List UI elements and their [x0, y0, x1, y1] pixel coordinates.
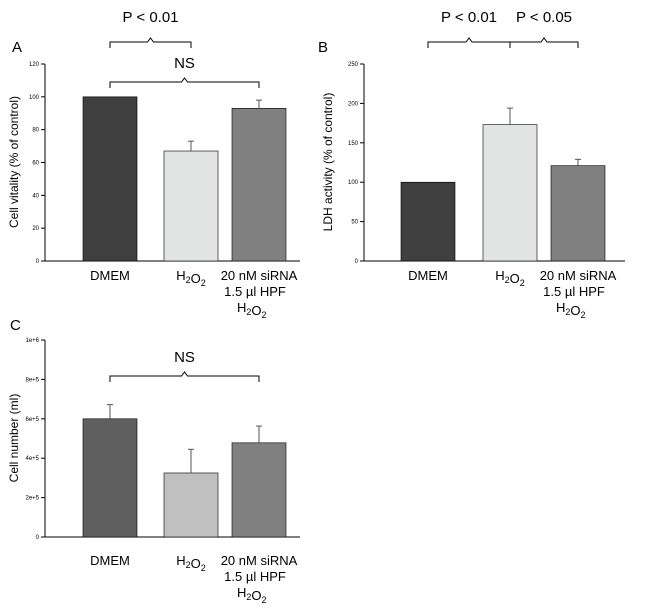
- bar: [82, 418, 138, 538]
- x-category-sublabel: H2O2: [556, 300, 586, 320]
- x-category-sublabel: 1.5 µl HPF: [224, 569, 286, 584]
- x-category-label: 20 nM siRNA: [221, 553, 298, 568]
- bar: [163, 150, 219, 262]
- x-category-label: DMEM: [90, 268, 130, 283]
- x-category-label: 20 nM siRNA: [221, 268, 298, 283]
- y-tick-label: 4e+5: [25, 456, 39, 462]
- bar: [550, 165, 606, 262]
- y-tick-label: 20: [32, 226, 39, 232]
- x-category-label: DMEM: [90, 553, 130, 568]
- significance-label: P < 0.05: [516, 9, 572, 26]
- x-category-label: H2O2: [495, 268, 525, 288]
- significance-label: P < 0.01: [441, 9, 497, 26]
- y-tick-label: 100: [348, 180, 359, 186]
- bar: [163, 472, 219, 538]
- y-tick-label: 0: [36, 535, 40, 541]
- y-axis-label: LDH activity (% of control): [321, 93, 335, 232]
- significance-bracket: [509, 37, 579, 48]
- significance-label: P < 0.01: [122, 9, 178, 26]
- x-category-sublabel: 1.5 µl HPF: [224, 284, 286, 299]
- significance-bracket: [109, 371, 260, 382]
- panel-c: C Cell number (ml) 0 2e+5 4e+5 6e+5 8e+5 1e+6 DM…: [7, 317, 300, 605]
- y-tick-label: 6e+5: [25, 417, 39, 423]
- x-category-label: H2O2: [176, 268, 206, 288]
- x-category-sublabel: H2O2: [237, 300, 267, 320]
- x-category-label: H2O2: [176, 553, 206, 573]
- y-tick-label: 2e+5: [25, 496, 39, 502]
- bar: [400, 181, 456, 262]
- panel-b: B LDH activity (% of control) 0 50 100 150 200…: [318, 9, 625, 320]
- y-tick-label: 0: [355, 259, 359, 265]
- x-category-label: DMEM: [408, 268, 448, 283]
- panel-letter: B: [318, 39, 328, 56]
- y-tick-label: 8e+5: [25, 377, 39, 383]
- bar: [231, 108, 287, 262]
- y-tick-label: 200: [348, 101, 359, 107]
- x-category-sublabel: 1.5 µl HPF: [543, 284, 605, 299]
- y-tick-label: 80: [32, 128, 39, 134]
- significance-label: NS: [174, 349, 195, 366]
- significance-bracket: [109, 77, 260, 88]
- significance-label: NS: [174, 55, 195, 72]
- y-tick-label: 100: [29, 95, 40, 101]
- y-tick-label: 40: [32, 193, 39, 199]
- significance-bracket: [427, 37, 511, 48]
- y-tick-label: 1e+6: [25, 338, 39, 344]
- y-tick-label: 60: [32, 161, 39, 167]
- x-category-label: 20 nM siRNA: [540, 268, 617, 283]
- significance-bracket: [109, 37, 192, 48]
- panel-a: A Cell vitality (% of control) 0 20 40 60 80 10…: [7, 9, 300, 320]
- x-category-sublabel: H2O2: [237, 585, 267, 605]
- y-tick-label: 0: [36, 259, 40, 265]
- panel-letter: C: [10, 317, 21, 334]
- bar: [482, 124, 538, 262]
- y-tick-label: 50: [351, 220, 358, 226]
- bar: [82, 96, 138, 262]
- panel-letter: A: [12, 39, 22, 56]
- y-tick-label: 120: [29, 62, 40, 68]
- bar: [231, 442, 287, 538]
- y-tick-label: 150: [348, 141, 359, 147]
- y-axis-label: Cell vitality (% of control): [7, 96, 21, 228]
- y-tick-label: 250: [348, 62, 359, 68]
- y-axis-label: Cell number (ml): [7, 394, 21, 483]
